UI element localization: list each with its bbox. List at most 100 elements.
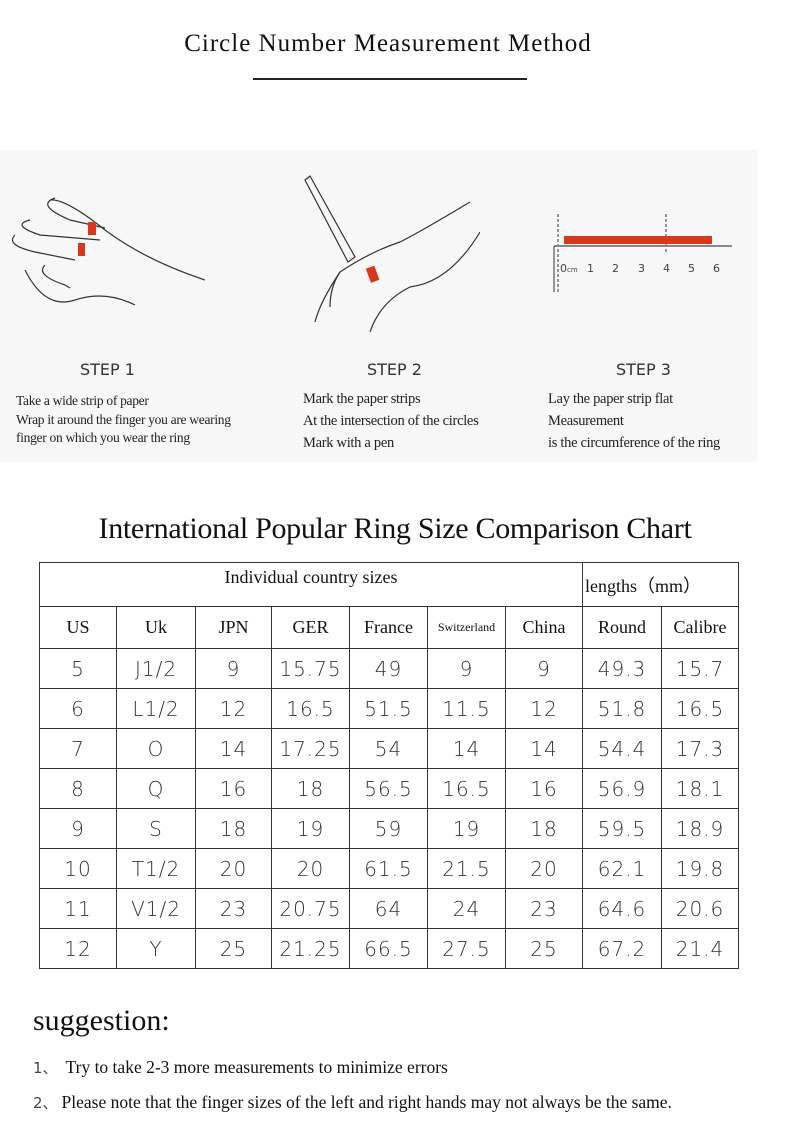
step-text: Mark the paper strips	[303, 391, 421, 407]
step-text: At the intersection of the circles	[303, 413, 479, 429]
table-cell: 14	[427, 728, 506, 769]
item-number: 2、	[33, 1094, 58, 1112]
ruler-tick: 2	[612, 262, 619, 275]
ruler-tick: 4	[663, 262, 670, 275]
table-cell: 16	[505, 768, 583, 809]
table-cell: 8	[39, 768, 117, 809]
table-cell: 20.6	[661, 888, 739, 929]
suggestion-item: 1、 Try to take 2-3 more measurements to m…	[33, 1057, 448, 1078]
table-cell: 18.1	[661, 768, 739, 809]
table-cell: 12	[39, 928, 117, 969]
table-cell: 21.5	[427, 848, 506, 889]
step-3-label: STEP 3	[616, 360, 671, 379]
table-cell: 11.5	[427, 688, 506, 729]
table-cell: 23	[195, 888, 272, 929]
table-cell: 64.6	[582, 888, 662, 929]
table-cell: 9	[195, 648, 272, 689]
table-cell: 9	[505, 648, 583, 689]
column-header: US	[39, 606, 117, 649]
table-cell: O	[116, 728, 196, 769]
table-cell: 51.8	[582, 688, 662, 729]
group-header-country: Individual country sizes	[39, 562, 583, 607]
table-cell: 15.7	[661, 648, 739, 689]
step-1-label: STEP 1	[80, 360, 135, 379]
table-cell: 67.2	[582, 928, 662, 969]
table-cell: 59.5	[582, 808, 662, 849]
table-row: 7 O 14 17.25 54 14 14 54.4 17.3	[39, 728, 739, 769]
table-cell: 20	[195, 848, 272, 889]
table-cell: 20	[271, 848, 350, 889]
step-text: is the circumference of the ring	[548, 435, 720, 451]
table-cell: V1/2	[116, 888, 196, 929]
table-cell: 11	[39, 888, 117, 929]
table-cell: Y	[116, 928, 196, 969]
step-1-description: Take a wide strip of paper Wrap it aroun…	[16, 392, 231, 448]
step-text: Wrap it around the finger you are wearin…	[16, 411, 231, 427]
table-cell: 62.1	[582, 848, 662, 889]
step-3-description: Lay the paper strip flat Measurement is …	[548, 388, 720, 454]
ruler-tick-labels: 0cm 1 2 3 4 5 6	[560, 262, 720, 275]
suggestion-heading: suggestion:	[33, 1004, 170, 1037]
title-underline	[253, 78, 527, 80]
table-cell: 56.5	[349, 768, 428, 809]
table-cell: 16.5	[271, 688, 350, 729]
table-row: 8 Q 16 18 56.5 16.5 16 56.9 18.1	[39, 768, 739, 809]
ring-size-table: Individual country sizes lengths（mm） US U…	[39, 562, 739, 969]
table-cell: L1/2	[116, 688, 196, 729]
table-cell: 17.3	[661, 728, 739, 769]
table-row: 6 L1/2 12 16.5 51.5 11.5 12 51.8 16.5	[39, 688, 739, 729]
item-text: Please note that the finger sizes of the…	[61, 1092, 672, 1112]
table-cell: 49	[349, 648, 428, 689]
table-cell: 16.5	[427, 768, 506, 809]
table-cell: 18	[271, 768, 350, 809]
table-cell: 18	[505, 808, 583, 849]
suggestion-item: 2、 Please note that the finger sizes of t…	[33, 1092, 672, 1113]
table-cell: 25	[505, 928, 583, 969]
ruler-tick: 6	[713, 262, 720, 275]
table-cell: 61.5	[349, 848, 428, 889]
table-cell: 9	[39, 808, 117, 849]
table-cell: 54.4	[582, 728, 662, 769]
table-cell: 6	[39, 688, 117, 729]
table-cell: 56.9	[582, 768, 662, 809]
step-text: finger on which you wear the ring	[16, 430, 190, 445]
hand-pen-illustration	[304, 175, 480, 332]
chart-title: International Popular Ring Size Comparis…	[98, 512, 692, 545]
column-header: Switzerland	[427, 606, 506, 649]
table-cell: 66.5	[349, 928, 428, 969]
ruler-unit: cm	[567, 266, 578, 274]
table-cell: 18	[195, 808, 272, 849]
table-row: 12 Y 25 21.25 66.5 27.5 25 67.2 21.4	[39, 928, 739, 969]
step-2-label: STEP 2	[367, 360, 422, 379]
column-header: Calibre	[661, 606, 739, 649]
table-cell: 12	[195, 688, 272, 729]
step-2-description: Mark the paper strips At the intersectio…	[303, 388, 479, 454]
table-cell: 15.75	[271, 648, 350, 689]
step-text: Mark with a pen	[303, 435, 394, 451]
column-header: China	[505, 606, 583, 649]
steps-panel: 0cm 1 2 3 4 5 6 STEP 1 Take a wide strip…	[0, 150, 758, 462]
table-cell: 7	[39, 728, 117, 769]
table-cell: 17.25	[271, 728, 350, 769]
table-cell: 12	[505, 688, 583, 729]
table-cell: 9	[427, 648, 506, 689]
item-text: Try to take 2-3 more measurements to min…	[65, 1057, 448, 1077]
table-cell: 21.4	[661, 928, 739, 969]
ruler-tick: 3	[638, 262, 645, 275]
column-header: GER	[271, 606, 350, 649]
table-cell: 64	[349, 888, 428, 929]
table-cell: 5	[39, 648, 117, 689]
column-header: France	[349, 606, 428, 649]
table-cell: 20	[505, 848, 583, 889]
table-cell: J1/2	[116, 648, 196, 689]
ruler-illustration	[553, 214, 732, 292]
table-row: 11 V1/2 23 20.75 64 24 23 64.6 20.6	[39, 888, 739, 929]
step-text: Lay the paper strip flat	[548, 391, 673, 407]
item-number: 1、	[33, 1059, 58, 1077]
table-row: 10 T1/2 20 20 61.5 21.5 20 62.1 19.8	[39, 848, 739, 889]
table-cell: 25	[195, 928, 272, 969]
table-cell: 10	[39, 848, 117, 889]
step-text: Take a wide strip of paper	[16, 393, 149, 408]
table-cell: 49.3	[582, 648, 662, 689]
step-text: Measurement	[548, 413, 624, 429]
